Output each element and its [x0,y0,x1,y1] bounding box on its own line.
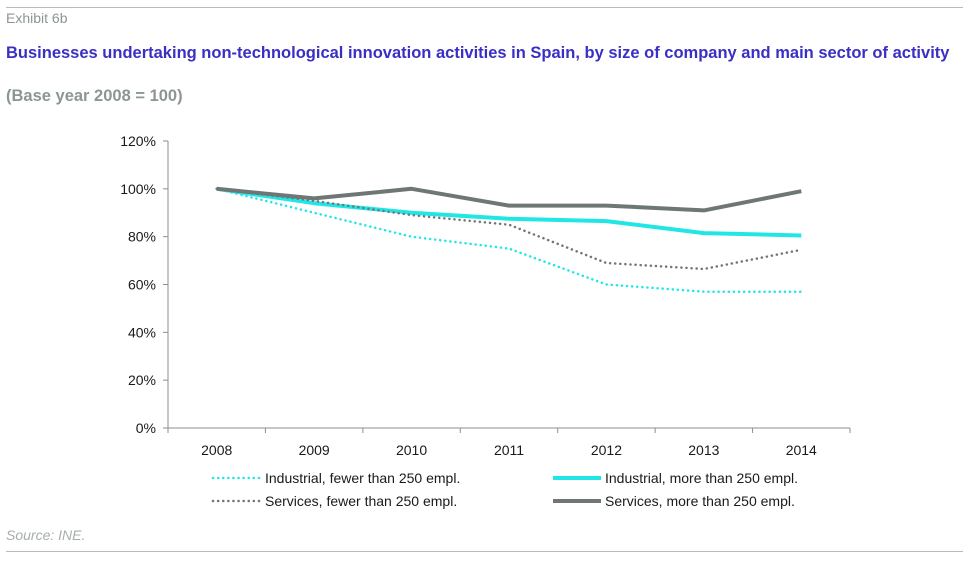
legend-label: Services, fewer than 250 empl. [265,493,457,509]
y-tick-label: 100% [120,181,156,197]
y-tick-label: 120% [120,133,156,149]
bottom-divider [6,551,963,552]
x-tick-label: 2009 [299,442,330,458]
y-tick-label: 40% [128,324,156,340]
x-tick-label: 2010 [396,442,427,458]
legend-label: Services, more than 250 empl. [605,493,795,509]
chart-title: Businesses undertaking non-technological… [6,44,950,62]
y-tick-label: 0% [136,420,156,436]
legend-label: Industrial, more than 250 empl. [605,470,798,486]
series-line-3 [215,187,803,271]
x-tick-label: 2011 [494,442,524,458]
x-tick-label: 2014 [786,442,817,458]
series-line-2 [216,186,802,238]
chart-axes: 0% 20% 40% 60% 80% 100% 120% 2008 2009 2010 2011 20… [120,133,851,458]
x-tick-label: 2008 [201,442,232,458]
legend-label: Industrial, fewer than 250 empl. [265,470,460,486]
chart-subtitle: (Base year 2008 = 100) [6,87,183,105]
top-divider [6,7,963,8]
chart-series [215,186,803,293]
chart-legend: Industrial, fewer than 250 empl. Industri… [211,470,798,509]
y-tick-label: 20% [128,372,156,388]
source-note: Source: INE. [6,527,86,543]
y-tick-label: 60% [128,277,156,293]
series-line-1 [215,187,803,293]
y-tick-label: 80% [128,229,156,245]
x-tick-label: 2013 [688,442,719,458]
x-tick-label: 2012 [591,442,622,458]
series-line-4 [216,186,802,213]
exhibit-label: Exhibit 6b [6,10,68,26]
